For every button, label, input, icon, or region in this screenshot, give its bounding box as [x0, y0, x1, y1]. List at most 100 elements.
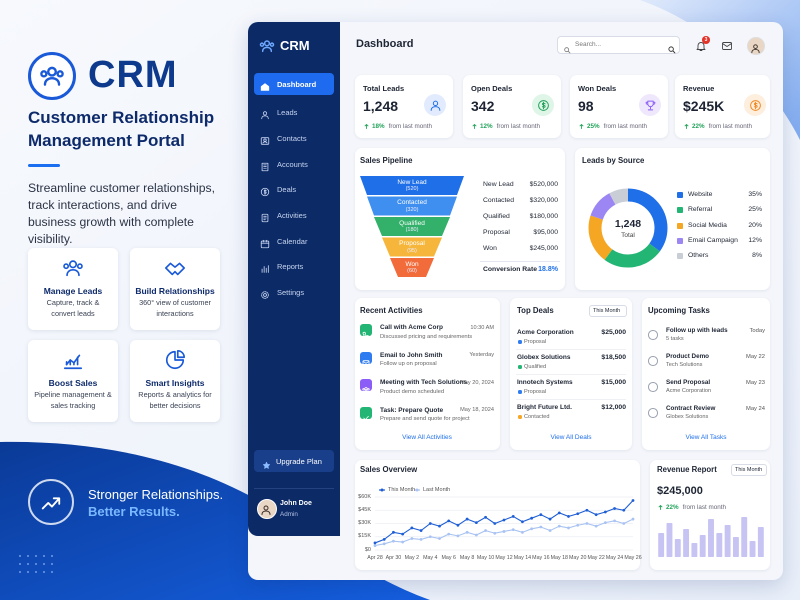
- activity-time: May 20, 2024: [460, 379, 494, 386]
- upgrade-button[interactable]: [254, 450, 334, 472]
- icon-part: [165, 262, 185, 276]
- series-point: [401, 540, 405, 544]
- nav-label[interactable]: Dashboard: [277, 79, 317, 89]
- icon: [260, 503, 272, 515]
- series-point: [585, 522, 589, 525]
- kpi-change-value: 25%: [587, 122, 600, 130]
- icon-part: [753, 101, 758, 109]
- icon-part: [165, 350, 185, 370]
- filter-button[interactable]: [589, 305, 627, 317]
- card-title: Leads by Source: [582, 156, 645, 166]
- nav-item[interactable]: [254, 73, 334, 95]
- task-date: Today: [749, 327, 765, 334]
- series-point: [373, 544, 377, 547]
- funnel-label: Won: [405, 260, 419, 268]
- bar: [732, 537, 739, 557]
- legend-swatch: [677, 207, 683, 214]
- upgrade-label[interactable]: Upgrade Plan: [276, 456, 322, 466]
- icon: [262, 457, 271, 469]
- icon-part: [472, 123, 477, 129]
- deal-stage: Proposal: [524, 338, 547, 345]
- y-tick-label: $15K: [358, 533, 371, 540]
- icon-part: [261, 505, 271, 515]
- icon-part: [263, 40, 271, 47]
- pipeline-row-label: New Lead: [483, 180, 514, 188]
- icon-part: [722, 43, 732, 47]
- series-point: [410, 537, 414, 540]
- kpi-value: 98: [578, 97, 594, 114]
- view-all-link[interactable]: View All Tasks: [685, 434, 727, 442]
- series-point: [456, 523, 460, 527]
- icon-part: [472, 123, 477, 129]
- icon: [62, 257, 84, 279]
- icon-part: [261, 162, 269, 172]
- kpi-change-note: from last month: [708, 122, 753, 130]
- bar: [658, 533, 665, 557]
- icon-part: [362, 331, 370, 339]
- icon-part: [749, 99, 761, 111]
- search-box[interactable]: [557, 36, 680, 54]
- task-title: Send Proposal: [666, 379, 711, 387]
- task-text: Tech Solutions: [666, 361, 703, 368]
- nav-label[interactable]: Settings: [277, 287, 305, 297]
- decor-dot: [42, 570, 46, 574]
- series-point: [447, 532, 451, 536]
- icon-part: [63, 354, 83, 370]
- series-point: [484, 515, 487, 519]
- series-point: [603, 521, 607, 525]
- series-point: [493, 522, 497, 525]
- task-checkbox: [648, 408, 658, 418]
- nav-label[interactable]: Reports: [277, 261, 304, 271]
- card-title: Upcoming Tasks: [648, 306, 710, 316]
- icon: [362, 326, 370, 339]
- nav-label[interactable]: Accounts: [277, 159, 308, 169]
- filter-button[interactable]: [731, 464, 767, 476]
- user-name: John Doe: [280, 499, 312, 507]
- series-point: [484, 529, 487, 532]
- nav-label[interactable]: Contacts: [277, 133, 307, 143]
- icon-part: [537, 99, 549, 111]
- deal-divider: [516, 374, 626, 375]
- icon-part: [363, 390, 369, 394]
- deal-stage-dot: [518, 365, 522, 369]
- view-all-link[interactable]: View All Activities: [402, 434, 452, 442]
- decor-dot: [50, 562, 54, 566]
- nav-label[interactable]: Calendar: [277, 236, 308, 246]
- deal-name: Acme Corporation: [517, 329, 574, 337]
- icon-part: [367, 388, 370, 391]
- legend-value: 35%: [748, 190, 762, 198]
- view-all-link[interactable]: View All Deals: [550, 434, 592, 442]
- icon-part: [722, 42, 732, 50]
- icon-part: [684, 123, 689, 129]
- filter-label[interactable]: This Month: [735, 466, 763, 473]
- activity-title: Meeting with Tech Solutions: [380, 379, 468, 387]
- nav-label[interactable]: Deals: [277, 184, 297, 194]
- nav-label[interactable]: Leads: [277, 107, 298, 117]
- card-title: Top Deals: [517, 306, 554, 316]
- icon-part: [261, 213, 269, 223]
- task-text: Acme Corporation: [666, 387, 712, 394]
- legend-label: Referral: [688, 206, 713, 214]
- icon-part: [432, 100, 438, 106]
- deal-name: Bright Future Ltd.: [517, 404, 572, 412]
- icon-part: [261, 291, 269, 299]
- icon-part: [259, 42, 265, 47]
- activity-time: 10:30 AM: [470, 324, 494, 331]
- icon-part: [567, 50, 571, 54]
- filter-label[interactable]: This Month: [593, 307, 621, 314]
- decor-dot: [50, 554, 54, 558]
- legend-label: Email Campaign: [688, 236, 738, 244]
- icon: [260, 107, 270, 120]
- deal-amount: $25,000: [601, 328, 626, 336]
- icon: [260, 261, 270, 273]
- decor-dot: [34, 554, 38, 558]
- funnel-count: (320): [405, 206, 419, 213]
- icon-part: [68, 260, 78, 269]
- icon-part: [672, 50, 675, 53]
- nav-label[interactable]: Activities: [277, 210, 307, 220]
- icon: [39, 63, 65, 89]
- sidebar-brand: CRM: [280, 38, 310, 54]
- kpi-change-value: 22%: [692, 122, 705, 130]
- series-point: [456, 534, 460, 538]
- legend-marker: [380, 488, 384, 492]
